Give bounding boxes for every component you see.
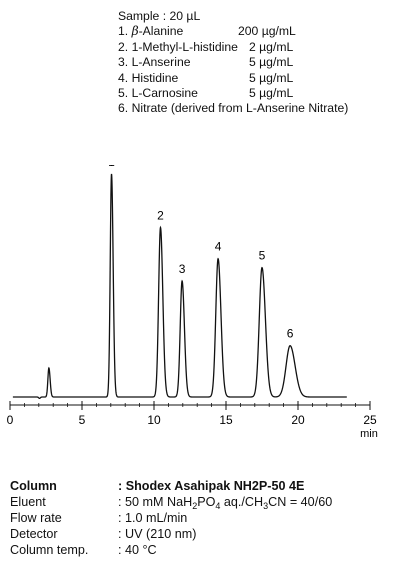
x-axis-unit: min [360, 428, 378, 440]
chromatogram: 0 5 10 15 20 25 1 2 3 4 5 6 min [7, 165, 378, 440]
beta-symbol: β [131, 24, 139, 39]
x-tick-label: 5 [79, 413, 86, 427]
sample-amount: 200 µg/mL [238, 24, 296, 39]
peak-label: 4 [215, 240, 222, 254]
x-tick-label: 0 [7, 413, 14, 427]
x-ticks: 0 5 10 15 20 25 [7, 401, 377, 427]
sample-item: 4. Histidine 5 µg/mL [118, 70, 294, 85]
sample-legend: Sample : 20 µL 1. β-Alanine 200 µg/mL 2.… [118, 9, 348, 117]
x-tick-label: 20 [291, 413, 305, 427]
sample-item: 6. Nitrate (derived from L-Anserine Nitr… [118, 101, 349, 116]
x-tick-label: 10 [147, 413, 161, 427]
x-tick-label: 15 [219, 413, 233, 427]
peak-label: 1 [108, 165, 115, 169]
peak-label: 6 [287, 327, 294, 341]
x-tick-label: 25 [363, 413, 377, 427]
sample-item: 3. L-Anserine 5 µg/mL [118, 55, 294, 70]
sample-amount: 5 µg/mL [249, 70, 294, 85]
peak-label: 2 [157, 209, 164, 223]
peak-labels: 1 2 3 4 5 6 [108, 165, 294, 341]
sample-amount: 2 µg/mL [249, 39, 294, 54]
sample-item: 5. L-Carnosine 5 µg/mL [118, 85, 294, 100]
peak-label: 5 [259, 249, 266, 263]
sample-amount: 5 µg/mL [249, 85, 294, 100]
sample-header: Sample : 20 µL [118, 9, 201, 23]
chromatogram-trace [12, 173, 347, 399]
sample-item: 1. β-Alanine 200 µg/mL [118, 24, 296, 39]
sample-item: 2. 1-Methyl-L-histidine 2 µg/mL [118, 39, 294, 54]
sample-amount: 5 µg/mL [249, 55, 294, 70]
peak-label: 3 [179, 262, 186, 276]
